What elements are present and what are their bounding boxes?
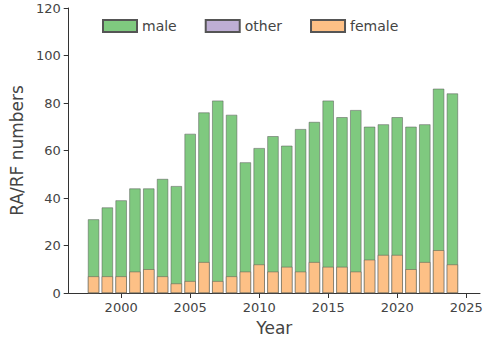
- svg-text:2010: 2010: [243, 300, 276, 315]
- svg-text:2025: 2025: [450, 300, 483, 315]
- svg-text:male: male: [142, 18, 177, 34]
- svg-text:120: 120: [36, 1, 61, 16]
- svg-text:60: 60: [44, 143, 61, 158]
- svg-text:other: other: [245, 18, 283, 34]
- svg-text:0: 0: [52, 286, 60, 301]
- svg-text:20: 20: [44, 238, 61, 253]
- svg-text:80: 80: [44, 96, 61, 111]
- svg-text:2000: 2000: [105, 300, 138, 315]
- svg-text:100: 100: [36, 48, 61, 63]
- svg-text:2020: 2020: [381, 300, 414, 315]
- svg-text:female: female: [350, 18, 398, 34]
- svg-text:RA/RF numbers: RA/RF numbers: [7, 85, 27, 216]
- svg-text:Year: Year: [255, 318, 292, 338]
- svg-text:2015: 2015: [312, 300, 345, 315]
- svg-text:40: 40: [44, 191, 61, 206]
- svg-text:2005: 2005: [174, 300, 207, 315]
